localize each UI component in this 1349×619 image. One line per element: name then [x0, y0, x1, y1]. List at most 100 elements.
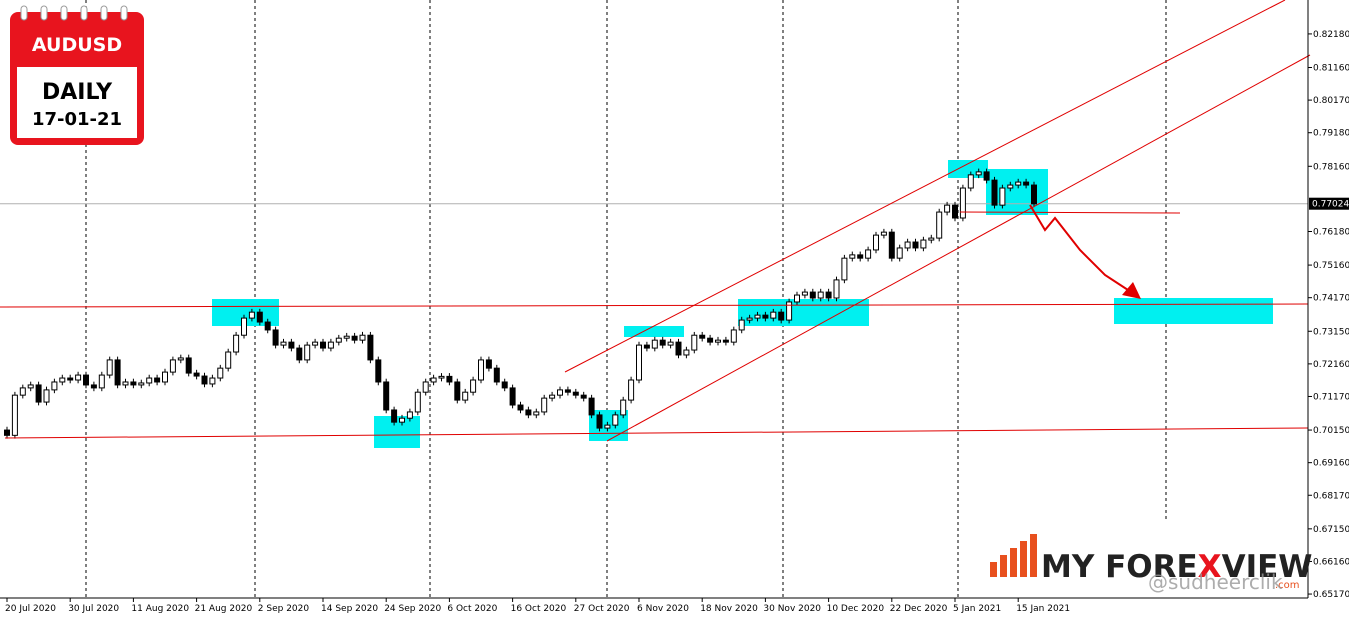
- candle-body: [794, 294, 800, 303]
- candle-body: [699, 334, 706, 339]
- candle-body: [667, 341, 674, 346]
- candle-body: [849, 254, 856, 259]
- candle-body: [470, 379, 477, 393]
- symbol: AUDUSD: [32, 34, 122, 56]
- candle-body: [517, 404, 524, 411]
- candle-body: [288, 341, 295, 349]
- candle-body: [857, 254, 864, 259]
- watermark: @sudheerclik: [1148, 570, 1283, 594]
- candle-body: [904, 241, 911, 249]
- candle-body: [1007, 184, 1014, 189]
- candle-body: [256, 311, 263, 323]
- ring: [40, 5, 48, 21]
- candle-body: [312, 341, 319, 346]
- candle-body: [509, 387, 516, 406]
- candle-body: [991, 179, 998, 206]
- y-tick-label: 0.70150: [1313, 426, 1349, 436]
- candle-body: [643, 344, 650, 349]
- y-tick-label: 0.75160: [1313, 261, 1349, 271]
- y-tick-label: 0.76180: [1313, 227, 1349, 237]
- current-price-label: 0.77024: [1312, 200, 1349, 210]
- x-tick-label: 10 Dec 2020: [827, 604, 885, 614]
- trend-lines: [0, 0, 1311, 442]
- candle-body: [162, 371, 168, 383]
- zone: [1114, 298, 1273, 324]
- candle-body: [462, 391, 469, 401]
- candle-body: [43, 389, 50, 403]
- candle-body: [438, 375, 445, 379]
- candle-body: [4, 429, 10, 436]
- timeframe: DAILY: [42, 80, 113, 105]
- candle-body: [114, 359, 121, 386]
- candle-body: [122, 381, 129, 386]
- ring: [120, 5, 128, 21]
- zone: [738, 299, 869, 326]
- logo-part: MY FORE: [1041, 549, 1198, 585]
- candle-body: [873, 234, 879, 251]
- candle-body: [272, 329, 279, 346]
- badge-panel: [17, 67, 137, 138]
- candle-body: [659, 339, 666, 346]
- x-tick-label: 18 Nov 2020: [700, 604, 758, 614]
- candle-body: [620, 399, 627, 416]
- candle-body: [185, 357, 192, 374]
- candle-body: [920, 239, 927, 249]
- candle-body: [391, 409, 398, 423]
- logo: MY FOREXVIEW .com @sudheerclik: [990, 534, 1312, 594]
- candle-body: [880, 231, 887, 236]
- logo-bar: [1030, 534, 1037, 577]
- candle-body: [430, 377, 437, 383]
- y-tick-label: 0.78160: [1313, 162, 1349, 172]
- logo-part: VIEW: [1222, 549, 1313, 585]
- zone: [624, 326, 684, 337]
- candle-body: [564, 389, 571, 393]
- candle-body: [19, 387, 26, 396]
- candle-body: [217, 367, 224, 379]
- candle-body: [967, 174, 974, 189]
- y-tick-label: 0.67150: [1313, 525, 1349, 535]
- candle-body: [59, 377, 66, 383]
- candle-body: [928, 237, 935, 241]
- candle-body: [98, 374, 105, 389]
- candle-body: [375, 359, 382, 383]
- candle-body: [683, 349, 690, 356]
- y-tick-label: 0.72160: [1313, 360, 1349, 370]
- candle-body: [478, 359, 484, 381]
- candle-body: [320, 341, 326, 349]
- candle-body: [130, 381, 137, 386]
- candle-body: [588, 397, 595, 416]
- y-tick-label: 0.81160: [1313, 64, 1349, 74]
- candle-body: [612, 414, 619, 426]
- candle-body: [248, 311, 255, 319]
- candle-body: [596, 414, 603, 429]
- candle-body: [501, 381, 508, 389]
- x-tick-label: 21 Aug 2020: [195, 604, 253, 614]
- candle-body: [730, 329, 737, 343]
- candle-body: [541, 397, 548, 413]
- candle-body: [975, 171, 982, 176]
- candle-body: [1031, 184, 1037, 205]
- candle-body: [786, 301, 793, 321]
- candle-body: [833, 279, 840, 299]
- candle-body: [264, 321, 271, 331]
- candle-body: [83, 374, 89, 386]
- candle-body: [722, 339, 729, 343]
- candle-body: [304, 344, 311, 361]
- candle-body: [27, 384, 34, 389]
- candle-body: [138, 382, 145, 386]
- candle-body: [225, 351, 232, 369]
- logo-part: X: [1198, 549, 1222, 585]
- candle-body: [106, 359, 113, 376]
- candle-body: [406, 411, 413, 419]
- x-tick-label: 24 Sep 2020: [384, 604, 441, 614]
- candle-body: [209, 377, 216, 385]
- candle-body: [896, 247, 903, 259]
- breakout-line: [959, 211, 1181, 214]
- candle-body: [841, 257, 848, 281]
- y-tick-label: 0.68170: [1313, 491, 1349, 501]
- logo-bar: [1010, 548, 1017, 577]
- candle-body: [75, 374, 82, 381]
- candle-body: [233, 334, 240, 353]
- candle-body: [11, 394, 18, 436]
